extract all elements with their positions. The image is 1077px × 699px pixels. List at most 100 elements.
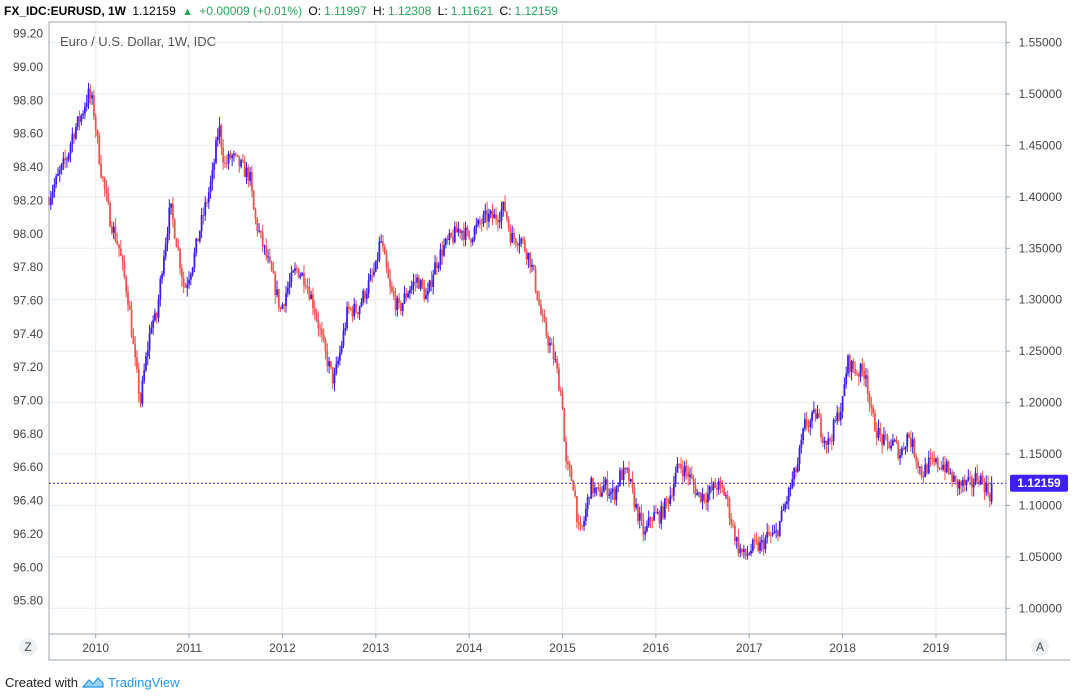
candle-body [434, 262, 436, 275]
candle-body [942, 464, 945, 470]
candle-body [87, 88, 90, 104]
candle-body [252, 190, 255, 210]
candle-body [981, 475, 984, 482]
left-tick-label: 97.20 [13, 360, 43, 374]
candle-body [335, 364, 338, 374]
symbol-title[interactable]: FX_IDC:EURUSD, 1W [4, 4, 127, 18]
candle-body [112, 226, 115, 233]
candle-body [730, 518, 733, 525]
candle-body [654, 512, 657, 514]
candle-body [830, 440, 833, 442]
x-tick-label: 2010 [82, 641, 109, 655]
candle-body [733, 525, 736, 542]
candle-body [798, 448, 801, 464]
candle-body [448, 233, 451, 240]
left-price-axis[interactable]: 99.20 99.00 98.80 98.60 98.40 98.20 98.00 97.80… [13, 27, 43, 608]
candle-body [611, 488, 614, 492]
candle-body [883, 434, 885, 445]
candle-body [789, 487, 792, 489]
candle-body [915, 456, 918, 462]
right-price-axis[interactable]: 1.55000 1.50000 1.45000 1.40000 1.35000 1.300… [1006, 36, 1062, 616]
tradingview-brand-link[interactable]: TradingView [107, 674, 180, 690]
candle-body [202, 215, 205, 217]
x-tick-label: 2018 [829, 641, 856, 655]
candle-body [962, 479, 964, 486]
candle-body [231, 155, 234, 158]
candle-body [452, 236, 454, 243]
candle-body [328, 361, 330, 367]
candle-body [615, 486, 618, 501]
candle-body [301, 272, 304, 276]
candle-body [303, 272, 305, 286]
candle-body [136, 357, 138, 370]
candle-body [558, 368, 560, 391]
candle-body [669, 495, 672, 504]
candle-body [963, 479, 966, 485]
candle-body [396, 298, 399, 310]
candle-body [250, 171, 253, 191]
candle-body [49, 197, 52, 206]
candle-body [865, 375, 867, 379]
candle-body [487, 213, 490, 222]
candle-body [211, 169, 214, 182]
candle-body [107, 193, 110, 203]
auto-scale-right-button[interactable]: A [1031, 638, 1049, 656]
candle-body [130, 309, 133, 337]
candle-body [536, 290, 539, 300]
candle-body [66, 159, 68, 161]
candle-body [529, 252, 532, 267]
candle-body [649, 517, 652, 521]
candle-body [777, 530, 779, 537]
candle-body [976, 473, 979, 481]
candle-body [351, 308, 354, 317]
candle-body [680, 463, 682, 469]
candle-body [268, 256, 271, 262]
candle-body [272, 270, 275, 274]
right-tick-label: 1.00000 [1019, 601, 1063, 615]
candle-body [757, 541, 760, 551]
left-tick-label: 95.80 [13, 594, 43, 608]
tradingview-logo-icon[interactable] [81, 675, 104, 689]
candle-body [527, 252, 530, 260]
candle-body [94, 116, 97, 131]
candle-body [435, 262, 438, 269]
candle-body [450, 233, 453, 237]
candle-body [951, 472, 954, 482]
candle-body [423, 286, 426, 300]
candle-body [888, 441, 891, 449]
time-axis[interactable]: 2010 2011 2012 2013 2014 2015 2016 2017 2018 2019 [82, 634, 950, 655]
candle-body [532, 265, 535, 269]
candles[interactable] [48, 82, 993, 561]
candle-body [198, 231, 201, 242]
candle-body [297, 268, 300, 278]
candle-body [57, 173, 59, 176]
candle-body [786, 501, 788, 505]
candle-body [270, 261, 273, 271]
open-value: 1.11997 [324, 4, 367, 18]
auto-scale-left-button[interactable]: Z [19, 638, 37, 656]
candle-body [891, 440, 894, 446]
candle-body [164, 243, 167, 257]
candle-body [735, 537, 738, 542]
candle-body [92, 95, 95, 117]
candle-body [285, 293, 287, 306]
candle-body [461, 231, 463, 233]
candle-body [568, 464, 571, 469]
candle-body [306, 286, 309, 288]
candle-body [705, 499, 708, 503]
candle-body [663, 498, 666, 518]
candle-body [665, 498, 668, 500]
candle-body [924, 464, 927, 478]
left-tick-label: 98.80 [13, 93, 43, 107]
candle-body [563, 408, 566, 442]
candle-body [193, 252, 196, 268]
candle-body [382, 241, 384, 247]
candle-body [191, 267, 194, 275]
right-tick-label: 1.20000 [1019, 396, 1063, 410]
candle-body [462, 231, 465, 240]
candle-body [987, 482, 989, 495]
candle-body [949, 472, 952, 474]
candle-body [505, 211, 508, 220]
candle-body [109, 202, 111, 227]
